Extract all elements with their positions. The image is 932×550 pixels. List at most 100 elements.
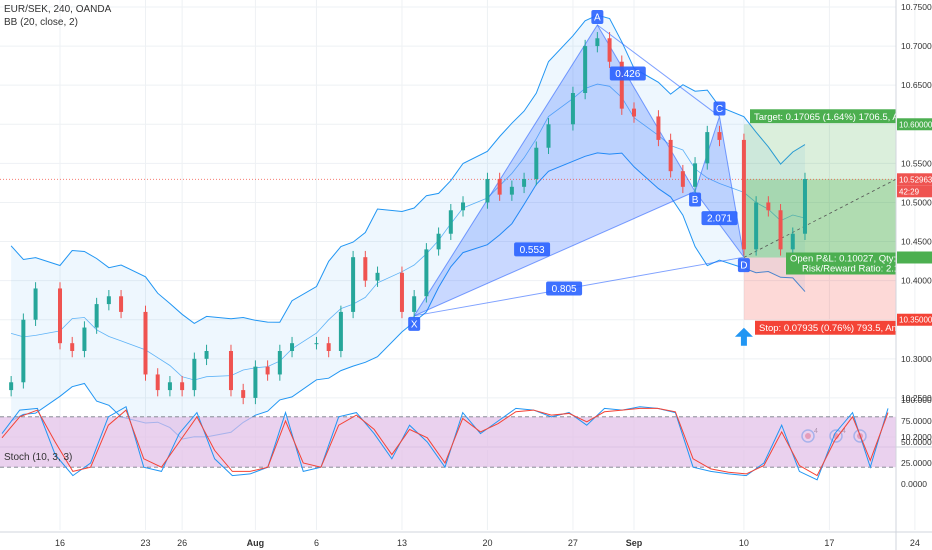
pattern-point-c: C [716, 104, 723, 115]
candle-body [58, 288, 62, 344]
candle-body [522, 179, 527, 187]
pattern-xab-triangle [412, 24, 696, 317]
pattern-ratio: 0.805 [552, 284, 577, 295]
target-price-tag-bg [897, 118, 932, 131]
bollinger-fill [11, 15, 806, 440]
candle-body [656, 116, 661, 140]
price-tick-label: 10.45000 [901, 237, 932, 247]
stop-price-tag: 10.35000 [899, 316, 932, 325]
price-tick-label: 10.40000 [901, 276, 932, 286]
target-label-bg [750, 109, 896, 124]
candle-body [326, 343, 331, 351]
candle-body [412, 296, 417, 312]
candle-body [485, 179, 490, 203]
candle-body [253, 366, 258, 398]
stoch-tick-label: 75.0000 [901, 416, 932, 426]
candle-body [546, 124, 551, 148]
pattern-ratio-bg [701, 211, 738, 226]
countdown-tag-bg [897, 185, 932, 198]
long-position-zones[interactable] [0, 124, 897, 320]
pattern-ratio: 0.426 [615, 69, 640, 80]
candle-body [693, 163, 698, 187]
stoch-k-line [1, 405, 889, 481]
price-tick-label: 10.70000 [901, 41, 932, 51]
time-tick-label: 26 [177, 538, 187, 548]
candle-body [277, 351, 282, 375]
candle-body [33, 288, 38, 320]
candle-body [705, 132, 710, 164]
pattern-point-x: X [411, 319, 418, 330]
candle-body [70, 343, 75, 351]
candle-body [351, 257, 356, 312]
time-tick-label: 27 [568, 538, 578, 548]
price-tick-label: 10.30000 [901, 354, 932, 364]
stochastic-legend: Stoch (10, 3, 3) [4, 452, 73, 463]
candle-body [338, 311, 343, 351]
candle-body [94, 304, 99, 328]
candle-body [143, 311, 148, 375]
stoch-tick-label: 25.0000 [901, 458, 932, 468]
price-tick-label: 10.20000 [901, 432, 932, 442]
candle-body [607, 38, 612, 62]
candle-body [192, 358, 197, 391]
candle-body [290, 343, 295, 351]
candle-body [570, 93, 575, 125]
candle-body [741, 139, 746, 250]
pattern-ratio-bg [514, 242, 551, 257]
candlestick-series [9, 32, 807, 405]
pattern-ratio: 0.553 [520, 245, 545, 256]
pattern-point-a: A [594, 12, 601, 23]
candle-body [21, 319, 26, 383]
candle-body [766, 202, 771, 211]
candle-body [461, 202, 466, 211]
candle-body [595, 38, 600, 47]
candle-body [204, 351, 209, 359]
time-tick-label: 13 [397, 538, 407, 548]
time-tick-label: Aug [247, 538, 265, 548]
price-tick-label: 10.55000 [901, 158, 932, 168]
price-tick-label: 10.25000 [901, 393, 932, 403]
candle-body [717, 132, 722, 140]
candle-body [399, 272, 404, 312]
symbol-title: EUR/SEK, 240, OANDA [4, 4, 112, 15]
current-price-tag: 10.52963 [899, 175, 932, 184]
candle-body [241, 390, 246, 398]
buy-arrow-icon [734, 327, 753, 346]
time-axis: 16 23 26 Aug 6 13 20 27 Sep 10 17 24 [0, 531, 932, 548]
stoch-tick-label: 50.0000 [901, 437, 932, 447]
candle-body [778, 210, 783, 250]
pattern-point-a-bg [591, 9, 604, 24]
candle-body [668, 139, 673, 172]
time-tick-label: 20 [482, 538, 492, 548]
pattern-ac-line [597, 24, 720, 117]
candle-body [265, 366, 270, 375]
candle-body [167, 382, 172, 391]
price-tick-label: 10.65000 [901, 80, 932, 90]
pattern-point-x-bg [408, 316, 421, 331]
candle-body [106, 296, 111, 305]
pnl-label: Open P&L: 0.10027, Qty: 315 [790, 253, 915, 264]
candle-body [632, 108, 636, 117]
pattern-ratio-bg [609, 66, 646, 81]
stop-price-tag-bg [897, 313, 932, 326]
stop-label: Stop: 0.07935 (0.76%) 793.5, Amour [759, 323, 913, 334]
candle-body [314, 343, 319, 345]
time-tick-label: 24 [910, 538, 920, 548]
stop-label-bg [755, 320, 896, 335]
price-tick-label: 10.75000 [901, 2, 932, 12]
time-tick-label: 17 [824, 538, 834, 548]
candle-body [375, 272, 380, 281]
candle-body [180, 382, 185, 391]
pattern-point-b-bg [689, 192, 702, 207]
time-tick-label: 16 [55, 538, 65, 548]
target-zone [743, 124, 896, 258]
pattern-point-d-bg [737, 258, 750, 273]
candle-body [497, 179, 502, 195]
entry-price-tag-bg [897, 251, 932, 264]
stochastic-panel [0, 405, 896, 481]
candle-body [509, 186, 514, 195]
candle-body [583, 46, 588, 93]
pnl-diagonal [743, 178, 897, 258]
time-tick-label: 10 [739, 538, 749, 548]
